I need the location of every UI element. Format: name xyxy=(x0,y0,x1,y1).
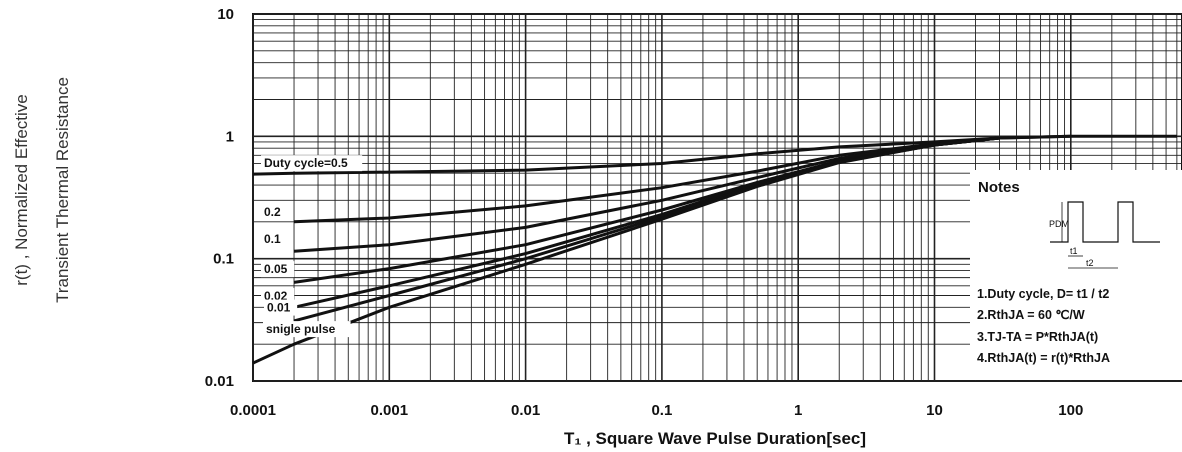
series-label: 0.1 xyxy=(264,232,281,246)
notes-box: Notes PDM t1 t2 1.Duty cycle, D= t1 / t2… xyxy=(970,170,1182,380)
series-label-bg xyxy=(263,321,351,338)
note-line-4: 4.RthJA(t) = r(t)*RthJA xyxy=(977,351,1110,365)
series-label-bg xyxy=(261,261,295,278)
y-tick-labels: 10 1 0.1 0.01 xyxy=(205,6,234,390)
series-label: Duty cycle=0.5 xyxy=(264,156,348,170)
series-label: 0.2 xyxy=(264,205,281,219)
series-label-bg xyxy=(261,155,363,172)
series-label: 0.01 xyxy=(267,301,291,315)
t1-label: t1 xyxy=(1070,246,1078,256)
series-labels: Duty cycle=0.5 0.2 0.1 0.05 0.020.01 snigle p… xyxy=(261,155,363,338)
series-label: snigle pulse xyxy=(266,322,336,336)
grid xyxy=(252,13,1182,382)
x-axis-title: T₁ , Square Wave Pulse Duration[sec] xyxy=(564,429,866,448)
t2-label: t2 xyxy=(1086,258,1094,268)
note-line-3: 3.TJ-TA = P*RthJA(t) xyxy=(977,330,1098,344)
pulse-diagram: PDM t1 t2 xyxy=(1049,201,1160,269)
x-tick-label: 0.001 xyxy=(371,402,409,419)
note-line-2: 2.RthJA = 60 ℃/W xyxy=(977,308,1085,322)
notes-title: Notes xyxy=(978,179,1020,196)
y-axis-title-line1: r(t) , Normalized Effective xyxy=(12,94,31,285)
pdm-label: PDM xyxy=(1049,219,1069,229)
y-tick-label: 0.1 xyxy=(213,251,234,268)
x-tick-label: 0.1 xyxy=(651,402,672,419)
series-label-bg xyxy=(264,299,298,316)
series-label-bg xyxy=(261,203,288,220)
y-tick-label: 0.01 xyxy=(205,373,234,390)
x-tick-label: 0.0001 xyxy=(230,402,276,419)
x-tick-label: 10 xyxy=(926,402,943,419)
y-axis-title-line2: Transient Thermal Resistance xyxy=(53,77,72,303)
note-line-1: 1.Duty cycle, D= t1 / t2 xyxy=(977,287,1109,301)
series-label: 0.05 xyxy=(264,262,288,276)
y-tick-label: 10 xyxy=(217,6,234,23)
series-label-bg xyxy=(261,230,288,247)
x-tick-label: 0.01 xyxy=(511,402,540,419)
series-label: 0.02 xyxy=(264,289,288,303)
x-tick-label: 100 xyxy=(1058,402,1083,419)
y-tick-label: 1 xyxy=(226,128,234,145)
x-tick-label: 1 xyxy=(794,402,802,419)
x-tick-labels: 0.0001 0.001 0.01 0.1 1 10 100 xyxy=(230,402,1083,419)
